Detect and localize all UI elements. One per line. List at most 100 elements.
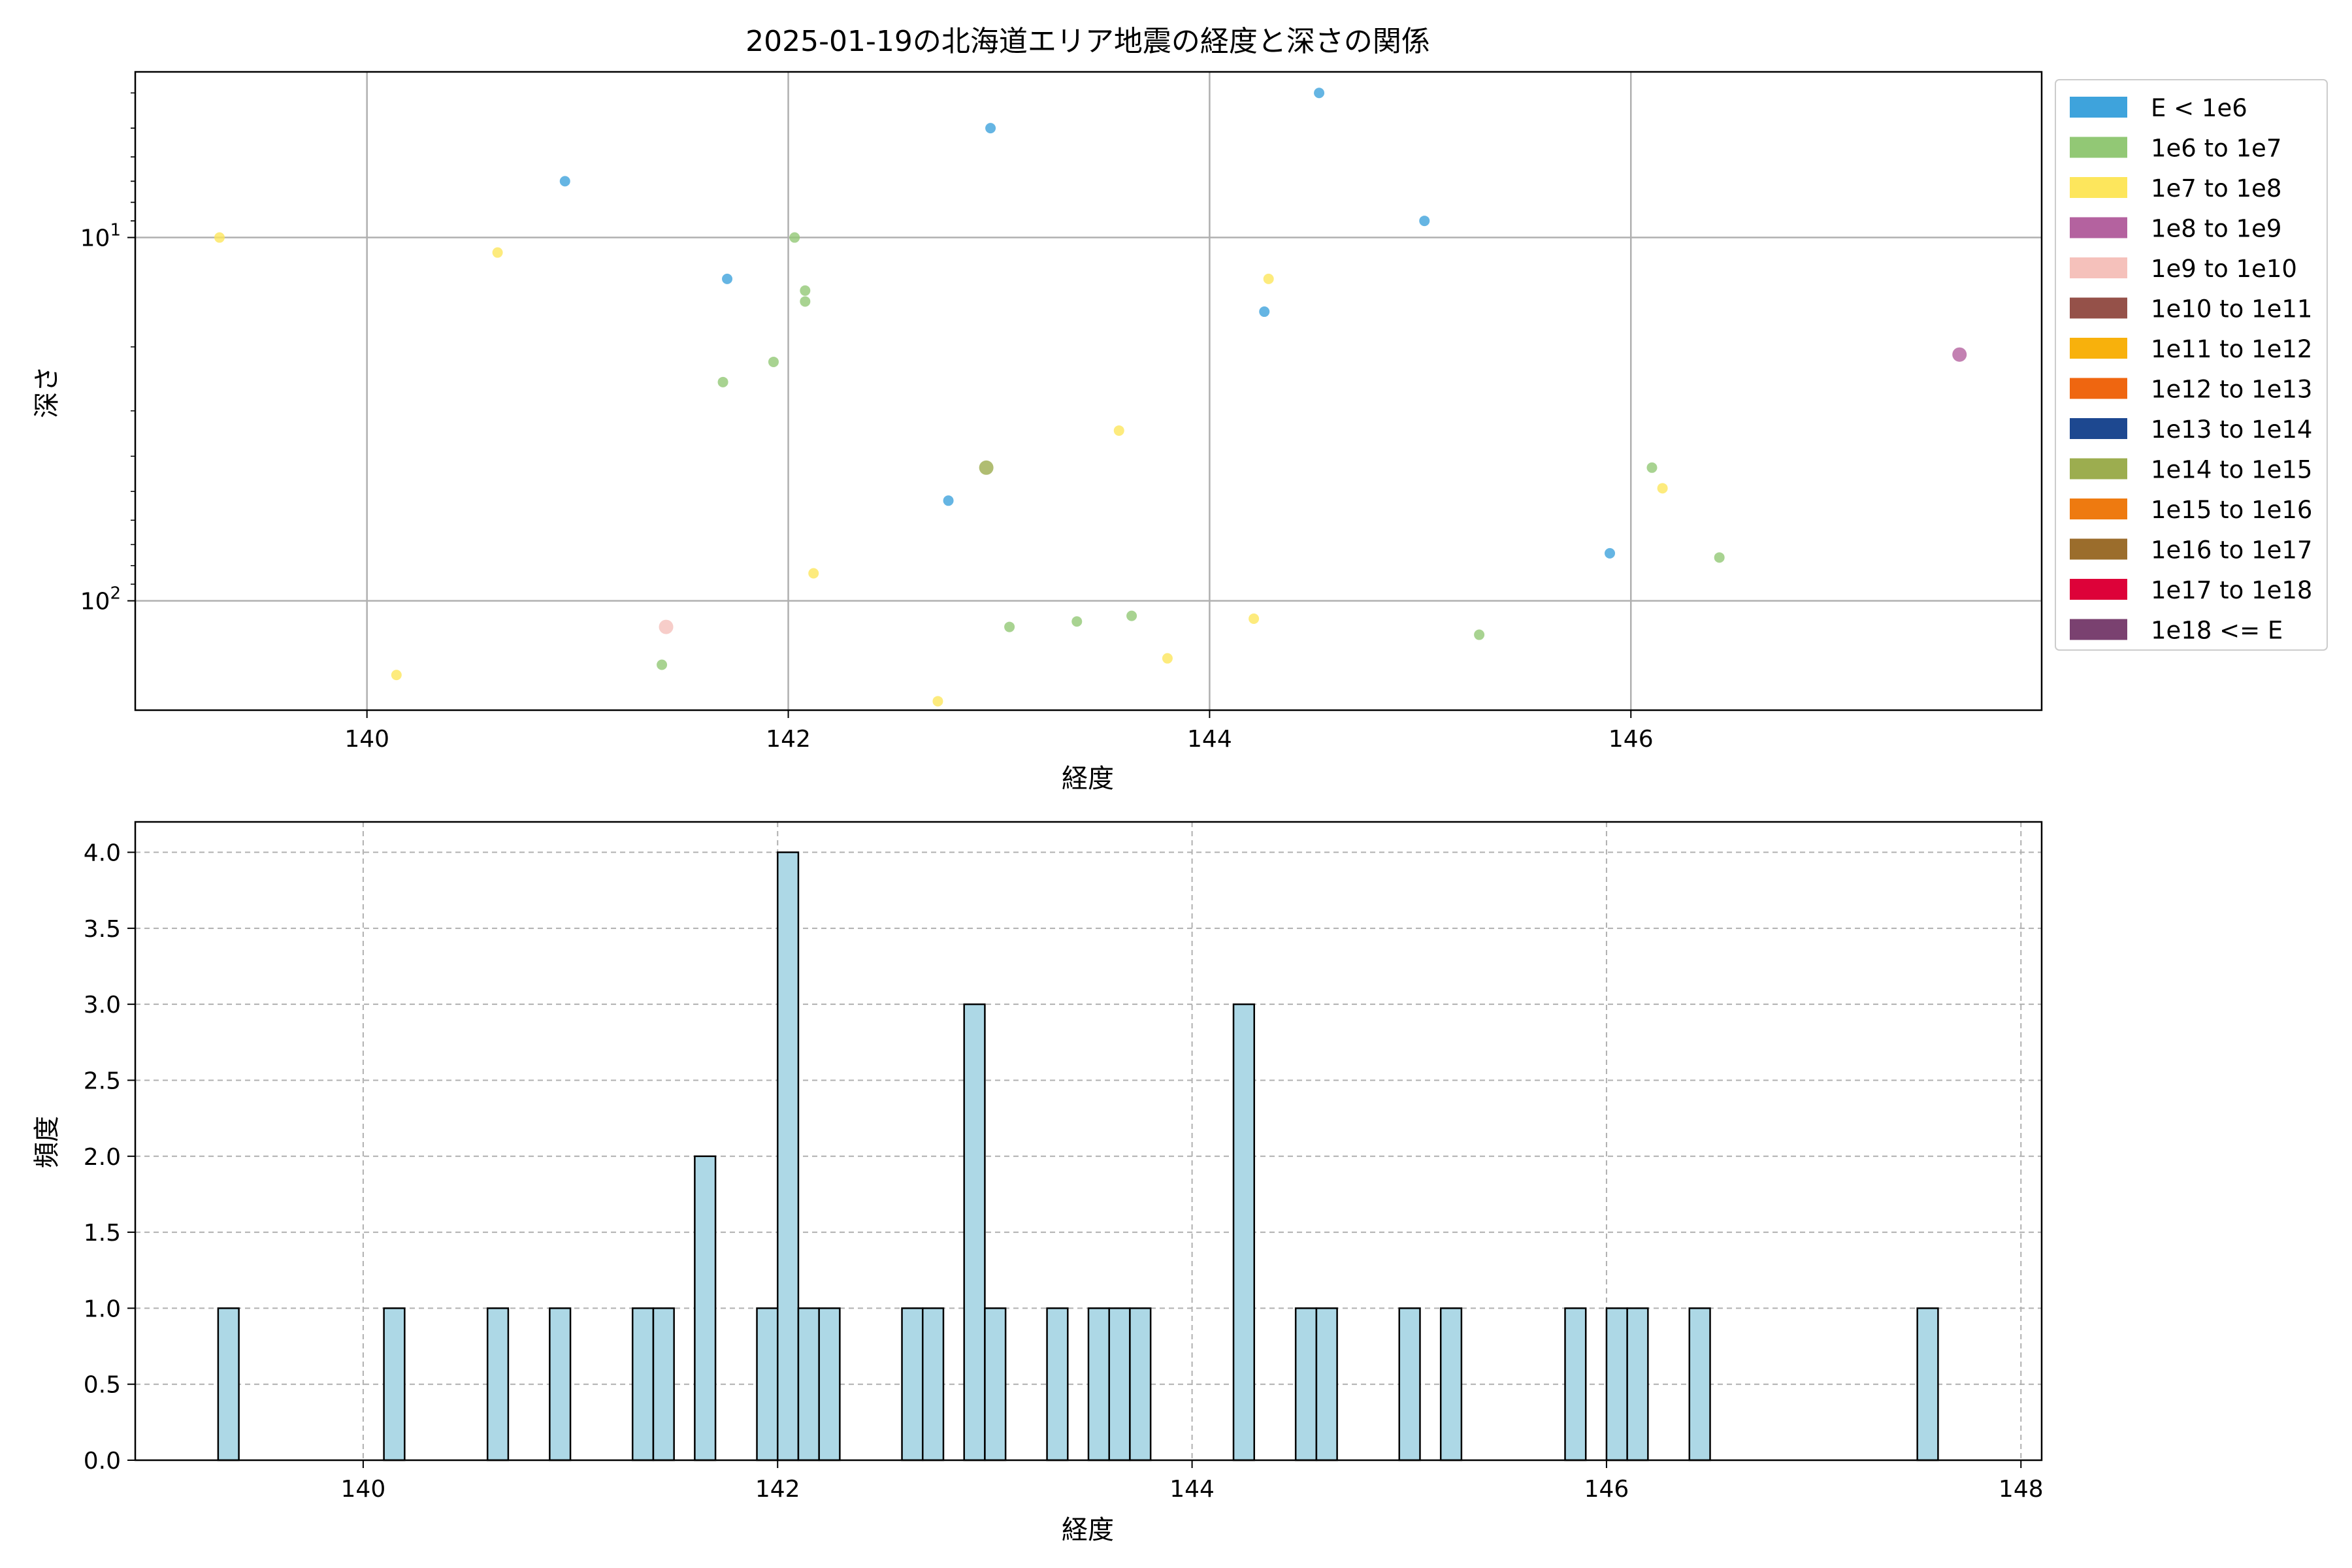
legend-frame [2055, 79, 2328, 651]
scatter-point [1605, 547, 1616, 559]
histogram-x-tick-label: 144 [1169, 1476, 1215, 1503]
histogram-plot-frame [134, 821, 2043, 1462]
histogram-bar [1626, 1307, 1649, 1462]
scatter-point [1113, 425, 1124, 436]
legend-swatch [2070, 579, 2127, 600]
scatter-legend: E < 1e6 1e6 to 1e7 1e7 to 1e8 1e8 to 1e9 1e9… [2055, 79, 2328, 651]
scatter-point [492, 247, 503, 258]
histogram-bar [217, 1307, 240, 1462]
legend-swatch [2070, 538, 2127, 560]
histogram-bar [383, 1307, 406, 1462]
histogram-y-tick-label: 4.0 [84, 840, 121, 867]
scatter-point [943, 495, 954, 506]
scatter-point [659, 619, 674, 634]
histogram-y-tick-label: 1.0 [84, 1296, 121, 1322]
legend-swatch [2070, 177, 2127, 198]
histogram-panel: 140 142 144 146 148 0.0 0.5 1.0 1.5 2.0 2.5 3.0 3.5… [32, 821, 2044, 1545]
histogram-bar [818, 1307, 841, 1462]
legend-swatch [2070, 217, 2127, 238]
scatter-point [768, 356, 779, 367]
histogram-bar [549, 1307, 572, 1462]
histogram-bar [694, 1155, 717, 1462]
scatter-point [1263, 273, 1274, 284]
scatter-point [559, 176, 570, 187]
histogram-y-tick-label: 3.5 [84, 916, 121, 943]
scatter-point [1126, 610, 1137, 621]
scatter-point [1952, 347, 1967, 362]
legend-swatch [2070, 297, 2127, 319]
legend-swatch [2070, 418, 2127, 439]
histogram-bar [486, 1307, 510, 1462]
scatter-x-tick-label: 140 [344, 726, 389, 753]
histogram-y-ticks: 0.0 0.5 1.0 1.5 2.0 2.5 3.0 3.5 4.0 [84, 840, 135, 1475]
histogram-x-ticks: 140 142 144 146 148 [341, 1460, 2044, 1503]
legend-swatch [2070, 458, 2127, 480]
histogram-bar [1087, 1307, 1110, 1462]
scatter-point [1249, 613, 1260, 624]
scatter-x-tick-label: 142 [766, 726, 811, 753]
scatter-y-tick-label: 102 [80, 584, 121, 615]
scatter-y-tick-label: 101 [80, 221, 121, 252]
scatter-plot-frame [134, 71, 2043, 711]
histogram-bar [963, 1003, 986, 1462]
histogram-bar [1439, 1307, 1463, 1462]
scatter-grid [135, 72, 2042, 710]
legend-swatch [2070, 619, 2127, 640]
legend-label: E < 1e6 [2151, 94, 2247, 122]
scatter-point [1162, 653, 1173, 664]
scatter-point [932, 696, 943, 707]
scatter-y-tick-exponent: 1 [110, 221, 121, 240]
histogram-x-tick-label: 142 [755, 1476, 800, 1503]
histogram-bar [1232, 1003, 1255, 1462]
legend-label: 1e7 to 1e8 [2151, 174, 2281, 203]
histogram-bar [756, 1307, 779, 1462]
scatter-x-tick-label: 144 [1187, 726, 1232, 753]
histogram-bar [652, 1307, 675, 1462]
histogram-x-tick-label: 140 [341, 1476, 386, 1503]
scatter-point [985, 123, 996, 134]
legend-label: 1e8 to 1e9 [2151, 215, 2281, 243]
histogram-bar [1046, 1307, 1069, 1462]
legend-label: 1e15 to 1e16 [2151, 496, 2312, 524]
legend-label: 1e9 to 1e10 [2151, 255, 2297, 283]
scatter-point [717, 376, 728, 387]
scatter-y-tick-base: 10 [80, 589, 110, 615]
histogram-bar [922, 1307, 945, 1462]
scatter-point [1004, 621, 1015, 632]
scatter-title: 2025-01-19の北海道エリア地震の経度と深さの関係 [745, 25, 1430, 58]
legend-label: 1e11 to 1e12 [2151, 335, 2312, 363]
scatter-point [789, 232, 800, 243]
histogram-bar [1688, 1307, 1711, 1462]
histogram-y-tick-label: 0.5 [84, 1372, 121, 1399]
scatter-point [1646, 462, 1658, 473]
histogram-bar [1315, 1307, 1338, 1462]
legend-swatch [2070, 97, 2127, 118]
legend-label: 1e14 to 1e15 [2151, 456, 2312, 484]
scatter-panel: 2025-01-19の北海道エリア地震の経度と深さの関係 140 142 144 14… [32, 25, 2328, 794]
legend-label: 1e10 to 1e11 [2151, 295, 2312, 323]
histogram-bar [984, 1307, 1007, 1462]
scatter-y-tick-base: 10 [80, 225, 110, 252]
scatter-points [214, 88, 1967, 707]
histogram-bar [1605, 1307, 1628, 1462]
histogram-y-tick-label: 3.0 [84, 992, 121, 1019]
histogram-y-tick-label: 2.5 [84, 1068, 121, 1094]
scatter-y-axis-title: 深さ [32, 366, 62, 418]
histogram-bar [901, 1307, 924, 1462]
scatter-point [800, 285, 811, 296]
scatter-x-tick-label: 146 [1609, 726, 1654, 753]
scatter-point [1314, 88, 1325, 99]
scatter-y-tick-exponent: 2 [110, 584, 121, 604]
histogram-y-tick-label: 1.5 [84, 1220, 121, 1247]
histogram-bar [631, 1307, 655, 1462]
scatter-point [979, 460, 994, 475]
scatter-point [391, 670, 402, 681]
histogram-bar [797, 1307, 820, 1462]
scatter-point [808, 568, 819, 579]
histogram-x-axis-title: 経度 [1062, 1515, 1114, 1545]
scatter-point [1259, 306, 1270, 318]
histogram-bar [776, 851, 800, 1462]
